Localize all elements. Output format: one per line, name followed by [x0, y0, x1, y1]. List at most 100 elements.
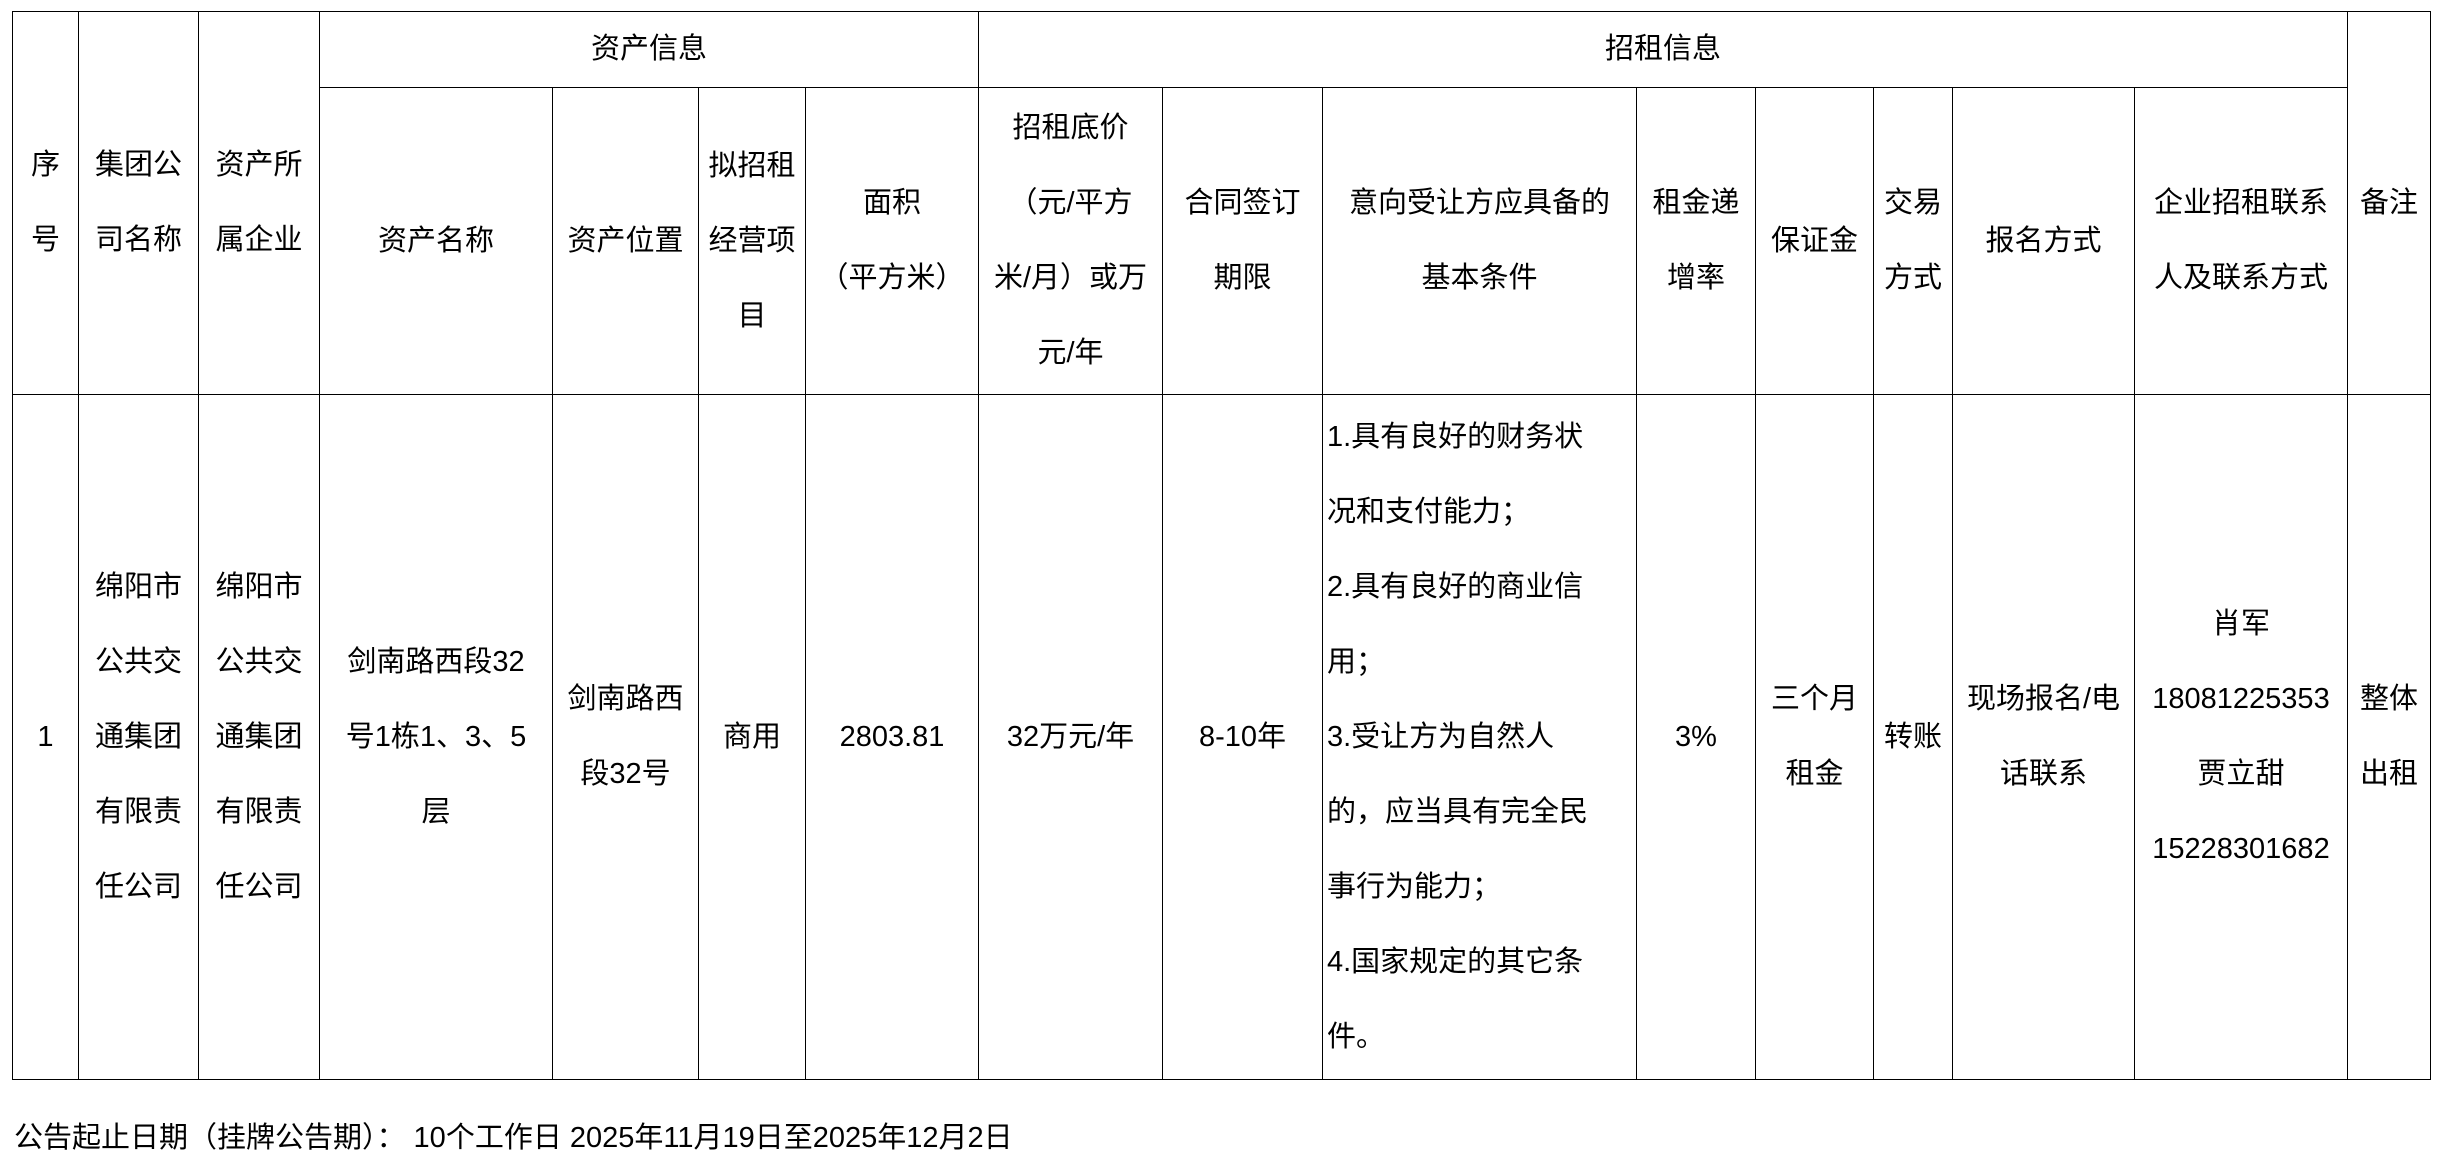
header-asset-info: 资产信息 — [319, 11, 979, 88]
header-payment: 交易 方式 — [1873, 87, 1953, 395]
cell-line: 段32号 — [580, 758, 671, 790]
header-remarks: 备注 — [2347, 11, 2431, 395]
cell-remarks: 整体 出租 — [2347, 394, 2431, 1080]
cell-line: 2.具有良好的商业信 — [1327, 570, 1584, 603]
cell-line: 贾立甜 — [2197, 758, 2285, 790]
header-row: 资产名称 资产位置 拟招租 经营项目 面积 （平方米） 招租底价 （元/平方 米/月）或… — [13, 87, 2431, 395]
cell-line: 2803.81 — [839, 720, 945, 753]
cell-payment: 转账 — [1873, 394, 1953, 1080]
cell-line: 商用 — [722, 720, 781, 753]
cell-line: 资产名称 — [377, 224, 494, 257]
cell-line: 人及联系方式 — [2153, 262, 2328, 294]
cell-line: 话联系 — [1999, 758, 2087, 790]
cell-line: 用； — [1327, 645, 1386, 678]
cell-line: 备注 — [2359, 186, 2418, 219]
cell-line: 任公司 — [215, 870, 303, 903]
cell-line: 1 — [37, 720, 54, 753]
header-rent-increase: 租金递 增率 — [1636, 87, 1756, 395]
cell-line: 绵阳市 — [94, 570, 182, 603]
cell-line: 通集团 — [94, 720, 182, 753]
cell-line: 有限责 — [94, 795, 182, 828]
cell-line: 资产位置 — [567, 224, 684, 257]
cell-rent-increase: 3% — [1636, 394, 1756, 1080]
cell-line: 租金递 — [1652, 187, 1740, 219]
cell-business: 商用 — [698, 394, 806, 1080]
cell-line: 绵阳市 — [215, 570, 303, 603]
cell-line: 公共交 — [215, 645, 303, 678]
header-group-company: 集团公 司名称 — [78, 11, 199, 395]
cell-contract-term: 8-10年 — [1162, 394, 1323, 1080]
cell-seq: 1 — [12, 394, 79, 1080]
cell-line: 报名方式 — [1985, 224, 2102, 257]
cell-line: 经营项 — [708, 224, 796, 257]
cell-base-price: 32万元/年 — [978, 394, 1163, 1080]
header-contract-term: 合同签订 期限 — [1162, 87, 1323, 395]
cell-line: 层 — [421, 795, 451, 828]
cell-line: 现场报名/电 — [1966, 683, 2121, 715]
cell-line: 期限 — [1213, 262, 1272, 294]
header-conditions: 意向受让方应具备的 基本条件 — [1322, 87, 1637, 395]
cell-line: 保证金 — [1770, 224, 1858, 257]
cell-line: 转账 — [1883, 720, 1942, 753]
cell-line: 整体 — [2359, 683, 2418, 715]
header-seq: 序号 — [12, 11, 79, 395]
cell-line: 意向受让方应具备的 — [1348, 187, 1610, 219]
cell-line: 目 — [737, 299, 767, 332]
cell-asset-name: 剑南路西段32 号1栋1、3、5 层 — [319, 394, 553, 1080]
announcement-period: 公告起止日期（挂牌公告期）： 10个工作日 2025年11月19日至2025年1… — [14, 1122, 1013, 1154]
cell-line: 况和支付能力； — [1327, 495, 1531, 528]
cell-asset-location: 剑南路西段32号 — [552, 394, 699, 1080]
cell-line: 有限责 — [215, 795, 303, 828]
cell-line: 剑南路西段32 — [347, 645, 525, 678]
header-area: 面积 （平方米） — [805, 87, 979, 395]
cell-line: 交易 — [1883, 187, 1942, 219]
cell-line: 事行为能力； — [1327, 870, 1502, 903]
cell-line: 剑南路西 — [567, 683, 684, 715]
cell-conditions: 1.具有良好的财务状 况和支付能力； 2.具有良好的商业信 用； 3.受让方为自然人的，… — [1322, 394, 1637, 1080]
cell-line: 任公司 — [94, 870, 182, 903]
header-registration: 报名方式 — [1952, 87, 2135, 395]
header-row-group: 序号 集团公 司名称 资产所 属企业 资产信息 招租信息 备注 — [12, 11, 2431, 395]
cell-line: 方式 — [1883, 262, 1942, 294]
cell-line: （平方米） — [819, 262, 965, 294]
cell-line: 的，应当具有完全民 — [1327, 795, 1589, 828]
cell-area: 2803.81 — [805, 394, 979, 1080]
cell-deposit: 三个月 租金 — [1755, 394, 1874, 1080]
cell-line: 15228301682 — [2152, 833, 2330, 865]
cell-line: 3.受让方为自然人 — [1327, 720, 1555, 753]
header-deposit: 保证金 — [1755, 87, 1874, 395]
cell-line: 企业招租联系 — [2153, 187, 2328, 219]
header-business: 拟招租 经营项目 — [698, 87, 806, 395]
cell-registration: 现场报名/电 话联系 — [1952, 394, 2135, 1080]
header-asset-location: 资产位置 — [552, 87, 699, 395]
table-row: 1 绵阳市 公共交 通集团 有限责 任公司 绵阳市 公共交 通集团 有限责 任公司 剑南路西段3… — [12, 394, 2431, 1080]
cell-contact: 肖军 18081225353 贾立甜 15228301682 — [2134, 394, 2348, 1080]
cell-line: 公共交 — [94, 645, 182, 678]
cell-line: 招租底价 — [1012, 112, 1129, 144]
cell-line: 件。 — [1327, 1020, 1386, 1053]
cell-line: 通集团 — [215, 720, 303, 753]
cell-line: 序 — [30, 149, 60, 181]
cell-line: 号 — [30, 224, 60, 256]
header-owner-company: 资产所 属企业 — [198, 11, 320, 395]
header-base-price: 招租底价 （元/平方 米/月）或万 元/年 — [978, 87, 1163, 395]
cell-line: 司名称 — [94, 224, 182, 256]
cell-line: 8-10年 — [1198, 720, 1287, 753]
cell-owner-company: 绵阳市公共交通集团有限责任公司 — [198, 394, 320, 1080]
cell-line: 集团公 — [94, 149, 182, 181]
cell-line: 面积 — [862, 187, 921, 219]
cell-line: 4.国家规定的其它条 — [1327, 945, 1584, 978]
cell-line: 租金 — [1785, 758, 1844, 790]
cell-line: 元/年 — [1037, 337, 1104, 369]
cell-line: 肖军 — [2211, 608, 2270, 640]
cell-line: 属企业 — [215, 224, 303, 256]
cell-line: （元/平方 — [1008, 187, 1133, 219]
header-contact: 企业招租联系 人及联系方式 — [2134, 87, 2348, 395]
cell-group-company: 绵阳市公共交通集团有限责任公司 — [78, 394, 199, 1080]
lease-table: 序号 集团公 司名称 资产所 属企业 资产信息 招租信息 备注 资产名称 资产位置 … — [12, 11, 2431, 1080]
cell-line: 合同签订 — [1184, 187, 1301, 219]
cell-line: 三个月 — [1770, 683, 1858, 715]
cell-line: 1.具有良好的财务状 — [1327, 420, 1584, 453]
cell-line: 资产所 — [215, 149, 303, 181]
cell-line: 出租 — [2359, 758, 2418, 790]
